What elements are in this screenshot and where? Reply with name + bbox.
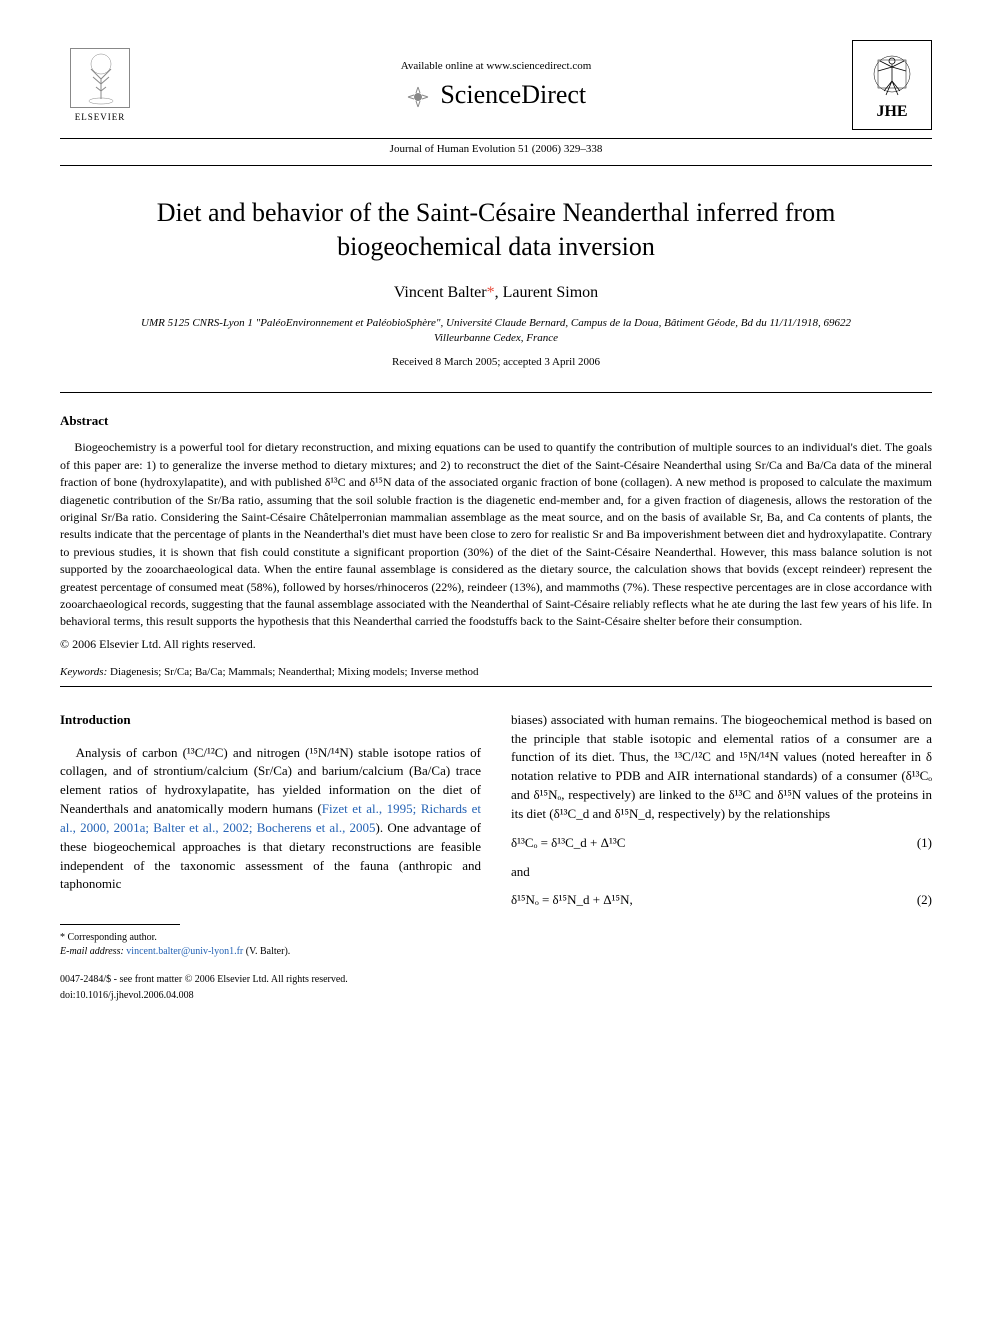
left-column: Introduction Analysis of carbon (¹³C/¹²C… <box>60 711 481 1004</box>
equation-2-number: (2) <box>917 891 932 910</box>
affiliation: UMR 5125 CNRS-Lyon 1 "PaléoEnvironnement… <box>120 316 872 347</box>
header-rule-bottom <box>60 165 932 166</box>
footer-line-1: 0047-2484/$ - see front matter © 2006 El… <box>60 973 481 987</box>
equation-1-number: (1) <box>917 834 932 853</box>
email-suffix: (V. Balter). <box>243 946 290 957</box>
jhe-logo: JHE <box>852 40 932 130</box>
email-link[interactable]: vincent.balter@univ-lyon1.fr <box>126 946 243 957</box>
vitruvian-icon <box>872 49 912 99</box>
corresponding-star-icon: * <box>487 284 495 301</box>
copyright-text: © 2006 Elsevier Ltd. All rights reserved… <box>60 637 932 652</box>
abstract-rule <box>60 392 932 393</box>
corresponding-footnote: * Corresponding author. <box>60 931 481 945</box>
sciencedirect-icon <box>406 85 430 109</box>
author-names: Vincent Balter*, Laurent Simon <box>394 284 598 301</box>
elsevier-tree-icon <box>70 48 130 108</box>
jhe-label: JHE <box>876 103 907 121</box>
available-online-text: Available online at www.sciencedirect.co… <box>140 60 852 72</box>
equation-1: δ¹³Cₒ = δ¹³C_d + Δ¹³C <box>511 834 625 853</box>
and-text: and <box>511 863 932 882</box>
footnote-separator <box>60 924 180 925</box>
received-accepted-dates: Received 8 March 2005; accepted 3 April … <box>60 356 932 368</box>
sciencedirect-logo: ScienceDirect <box>140 80 852 110</box>
header-rule-top <box>60 138 932 139</box>
keywords-rule <box>60 686 932 687</box>
center-header: Available online at www.sciencedirect.co… <box>140 60 852 110</box>
intro-heading: Introduction <box>60 711 481 730</box>
abstract-heading: Abstract <box>60 413 932 429</box>
keywords-line: Keywords: Diagenesis; Sr/Ca; Ba/Ca; Mamm… <box>60 666 932 678</box>
equation-1-row: δ¹³Cₒ = δ¹³C_d + Δ¹³C (1) <box>511 834 932 853</box>
keywords-list: Diagenesis; Sr/Ca; Ba/Ca; Mammals; Neand… <box>107 666 478 678</box>
email-label: E-mail address: <box>60 946 126 957</box>
body-columns: Introduction Analysis of carbon (¹³C/¹²C… <box>60 711 932 1004</box>
sciencedirect-label: ScienceDirect <box>440 80 586 109</box>
keywords-label: Keywords: <box>60 666 107 678</box>
equation-2: δ¹⁵Nₒ = δ¹⁵N_d + Δ¹⁵N, <box>511 891 633 910</box>
article-title: Diet and behavior of the Saint-Césaire N… <box>100 196 892 264</box>
right-column: biases) associated with human remains. T… <box>511 711 932 1004</box>
footer-doi: doi:10.1016/j.jhevol.2006.04.008 <box>60 989 481 1003</box>
intro-paragraph-left: Analysis of carbon (¹³C/¹²C) and nitroge… <box>60 744 481 895</box>
intro-paragraph-right: biases) associated with human remains. T… <box>511 711 932 824</box>
header-row: ELSEVIER Available online at www.science… <box>60 40 932 130</box>
authors: Vincent Balter*, Laurent Simon <box>60 284 932 302</box>
equation-2-row: δ¹⁵Nₒ = δ¹⁵N_d + Δ¹⁵N, (2) <box>511 891 932 910</box>
journal-reference: Journal of Human Evolution 51 (2006) 329… <box>60 143 932 155</box>
elsevier-logo: ELSEVIER <box>60 40 140 130</box>
email-footnote: E-mail address: vincent.balter@univ-lyon… <box>60 945 481 959</box>
elsevier-label: ELSEVIER <box>75 112 126 122</box>
abstract-text: Biogeochemistry is a powerful tool for d… <box>60 439 932 630</box>
